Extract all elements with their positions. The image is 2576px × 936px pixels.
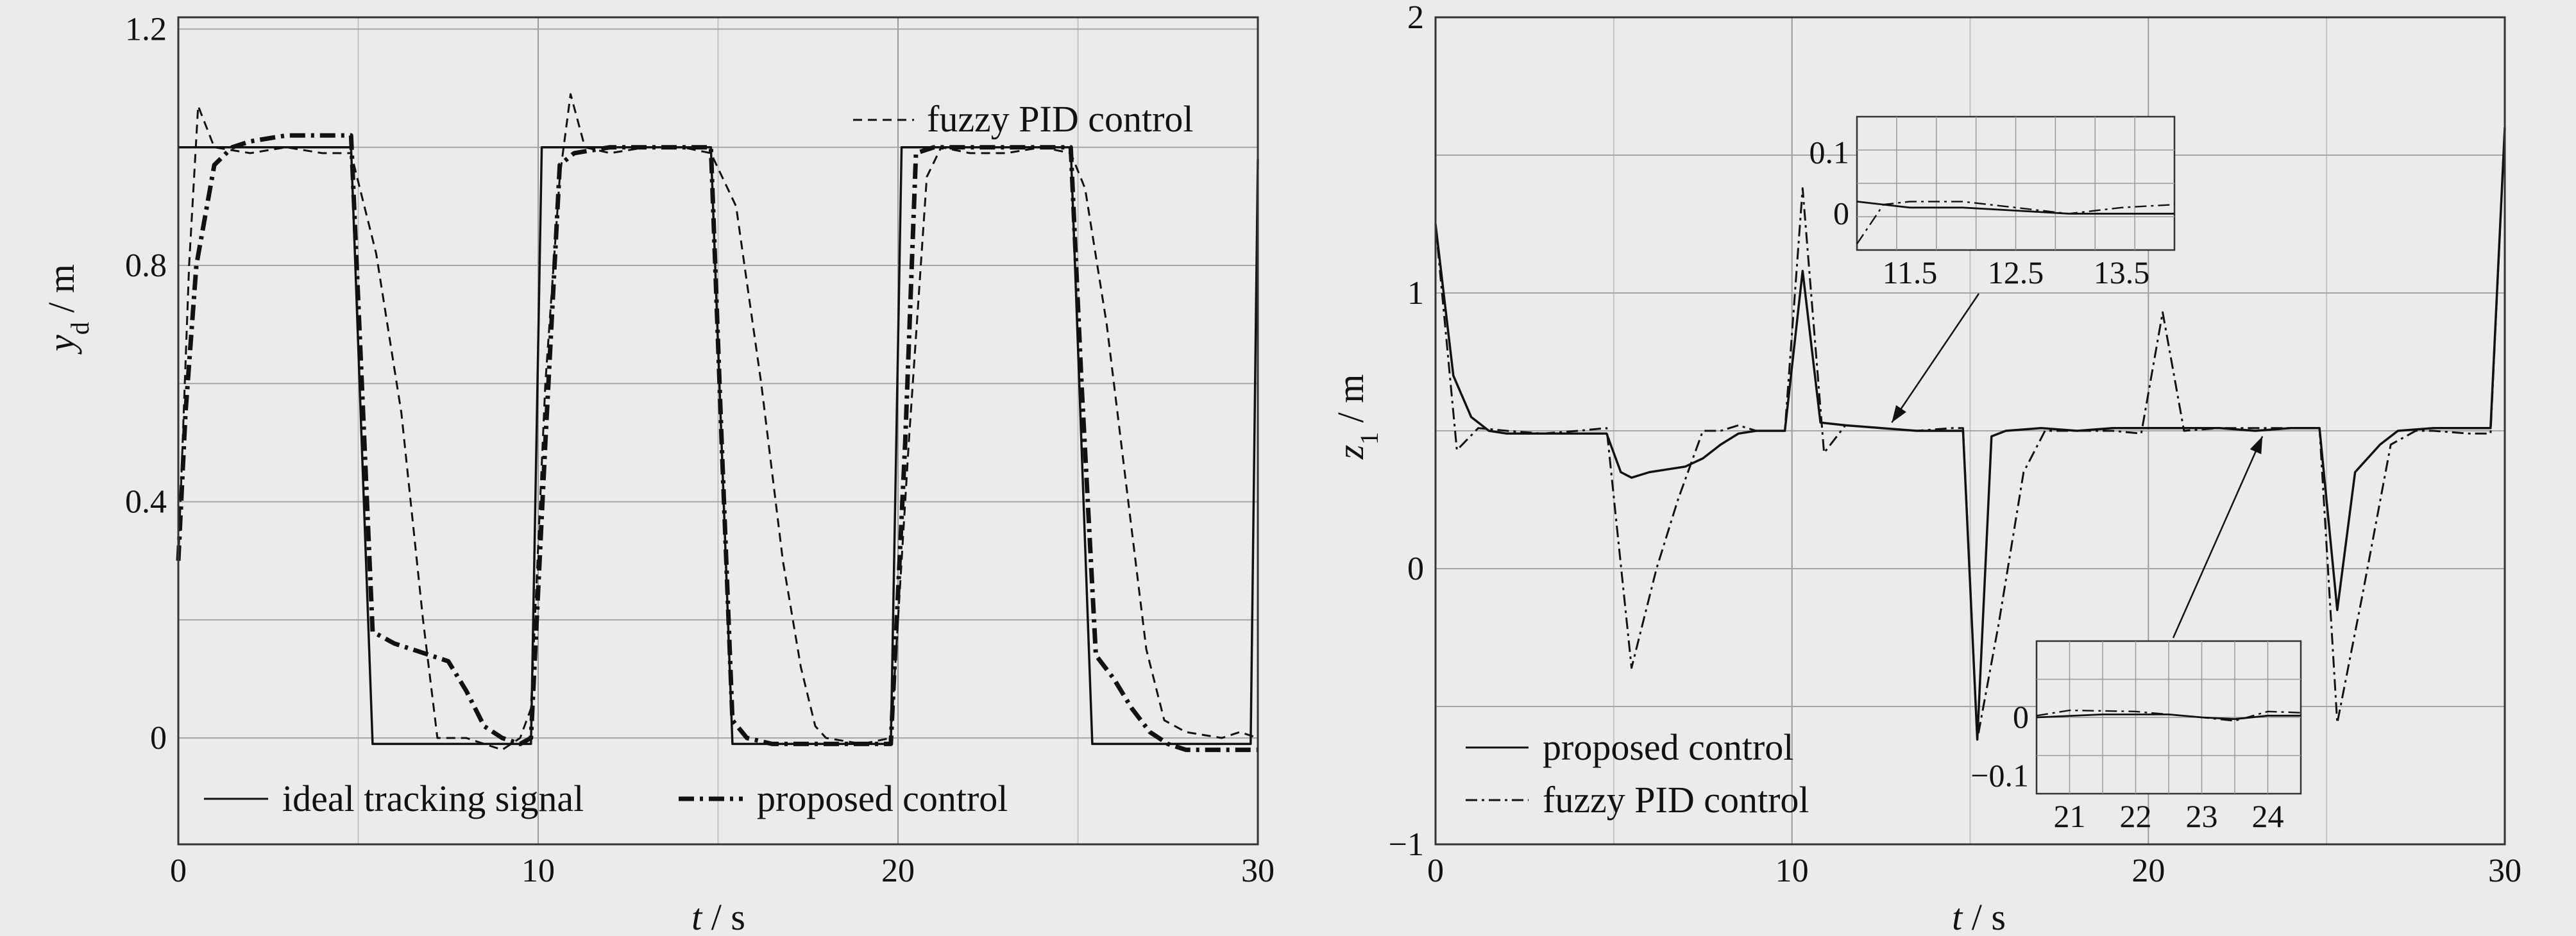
y-tick-label: 1.2 bbox=[125, 11, 167, 47]
inset-y-tick-label: −0.1 bbox=[1970, 758, 2029, 794]
left-legend-top-right: fuzzy PID control bbox=[853, 98, 1194, 140]
inset-y-tick-label: 0 bbox=[2013, 699, 2029, 735]
x-tick-label: 0 bbox=[170, 853, 187, 889]
left-series-proposed-control bbox=[176, 133, 1258, 753]
y-tick-label: 2 bbox=[1407, 0, 1424, 36]
y-tick-label: 0 bbox=[1407, 551, 1424, 587]
right-legend: proposed control fuzzy PID control bbox=[1466, 726, 1809, 821]
inset-arrow-head bbox=[2250, 436, 2263, 455]
inset-zoom-21-24: 21 22 23 24 −0.1 0 bbox=[1970, 640, 2302, 834]
y-tick-label: −1 bbox=[1389, 826, 1424, 863]
left-y-axis-label: yd / m bbox=[40, 264, 94, 355]
left-x-axis-label: t / s bbox=[691, 896, 745, 936]
inset-arrow-head bbox=[1892, 405, 1906, 423]
x-tick-label: 10 bbox=[1775, 853, 1809, 889]
inset-x-tick-label: 22 bbox=[2120, 798, 2152, 834]
y-tick-label: 1 bbox=[1407, 275, 1424, 312]
inset-arrow-line bbox=[1891, 293, 1980, 423]
right-plot-frame bbox=[1434, 16, 2506, 846]
x-tick-label: 30 bbox=[2488, 853, 2521, 889]
inset-series-fuzzy-pid-control bbox=[1856, 201, 2175, 245]
legend-label-proposed-control: proposed control bbox=[1543, 726, 1793, 768]
left-legend-bottom: ideal tracking signal proposed control bbox=[204, 778, 1008, 819]
inset-x-tick-label: 23 bbox=[2186, 798, 2218, 834]
x-tick-label: 20 bbox=[2131, 853, 2165, 889]
legend-label-fuzzy-pid: fuzzy PID control bbox=[927, 98, 1194, 140]
right-x-axis-label: t / s bbox=[1952, 896, 2006, 936]
inset-x-tick-label: 12.5 bbox=[1988, 255, 2044, 290]
left-series bbox=[176, 93, 1259, 753]
right-y-axis-label: z1 / m bbox=[1330, 374, 1384, 460]
x-tick-label: 0 bbox=[1427, 853, 1444, 889]
legend-label-ideal-tracking: ideal tracking signal bbox=[282, 778, 584, 819]
inset-x-tick-label: 13.5 bbox=[2094, 255, 2150, 290]
legend-label-fuzzy-pid: fuzzy PID control bbox=[1543, 779, 1809, 821]
x-tick-label: 20 bbox=[881, 853, 915, 889]
legend-label-proposed-control: proposed control bbox=[757, 778, 1008, 819]
inset-x-tick-label: 11.5 bbox=[1883, 255, 1938, 290]
y-tick-label: 0 bbox=[150, 720, 167, 756]
inset-y-tick-label: 0.1 bbox=[1809, 135, 1850, 171]
y-tick-label: 0.4 bbox=[125, 484, 167, 521]
inset-x-tick-label: 21 bbox=[2054, 798, 2086, 834]
inset-zoom-11-14: 11.5 12.5 13.5 0 0.1 bbox=[1809, 115, 2176, 290]
right-series bbox=[1434, 127, 2506, 741]
left-plot-frame bbox=[177, 16, 1259, 846]
inset-series-proposed-control bbox=[1856, 201, 2174, 215]
left-series-fuzzy-pid-control bbox=[177, 93, 1258, 751]
inset-series-fuzzy-pid-control bbox=[2036, 709, 2301, 722]
right-series-fuzzy-pid-control bbox=[1434, 127, 2506, 741]
left-chart-yd: 0 10 20 30 0 0.4 0.8 1.2 yd / m t / s fuzzy PID… bbox=[40, 11, 1275, 936]
inset-x-tick-label: 24 bbox=[2252, 798, 2284, 834]
inset-arrows bbox=[1891, 293, 2264, 639]
inset-y-tick-label: 0 bbox=[1833, 195, 1849, 231]
x-tick-label: 10 bbox=[521, 853, 555, 889]
inset-arrow-line bbox=[2172, 436, 2264, 639]
y-tick-label: 0.8 bbox=[125, 247, 167, 284]
left-series-ideal-tracking-signal bbox=[178, 146, 1259, 746]
left-tick-labels: 0 10 20 30 0 0.4 0.8 1.2 bbox=[125, 11, 1275, 889]
x-tick-label: 30 bbox=[1241, 853, 1275, 889]
